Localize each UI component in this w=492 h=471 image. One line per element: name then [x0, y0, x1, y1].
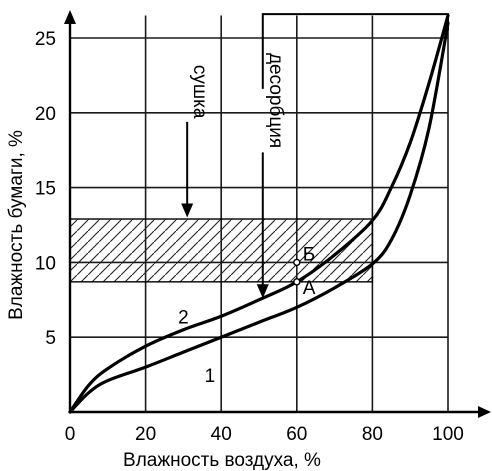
point-1 [293, 278, 301, 286]
axes [64, 10, 491, 418]
series-line-1 [68, 21, 450, 414]
series-label-2: 2 [178, 308, 189, 329]
annotation-arrowhead-2 [256, 284, 269, 299]
x-axis-label: Влажность воздуха, % [123, 450, 321, 471]
y-tick-label-25: 25 [35, 29, 56, 50]
annotation-arrowhead-1 [181, 203, 194, 218]
x-tick-label-100: 100 [432, 424, 464, 445]
x-tick-label-0: 0 [65, 424, 76, 445]
point-2 [293, 258, 301, 267]
y-axis-arrow [64, 10, 76, 24]
y-tick-label-5: 5 [45, 328, 56, 349]
annotations: сушка десорбция АБ [181, 13, 449, 299]
x-tick-label-40: 40 [211, 424, 232, 445]
x-tick-label-80: 80 [362, 424, 383, 445]
grid [70, 15, 449, 412]
series-label-1: 1 [205, 366, 216, 387]
y-tick-label-15: 15 [35, 179, 56, 200]
x-tick-label-20: 20 [135, 424, 156, 445]
y-tick-label-10: 10 [35, 253, 56, 274]
x-axis-arrow [478, 406, 491, 418]
y-tick-label-20: 20 [35, 104, 56, 125]
annotation-text-2: десорбция [265, 53, 286, 148]
hatched-band [69, 218, 374, 283]
hatch-band [69, 218, 374, 283]
x-tick-label-60: 60 [286, 424, 307, 445]
series-line-2 [68, 13, 450, 414]
tick-labels: 0 20 40 60 80 100 5 10 15 20 25 [35, 29, 464, 445]
y-axis-label: Влажность бумаги, % [6, 130, 27, 320]
desorption-loop [261, 13, 449, 89]
point-label-2: Б [303, 244, 315, 265]
annotation-text-1: сушка [189, 65, 210, 119]
point-label-1: А [303, 278, 316, 299]
series: 12 [68, 13, 450, 414]
